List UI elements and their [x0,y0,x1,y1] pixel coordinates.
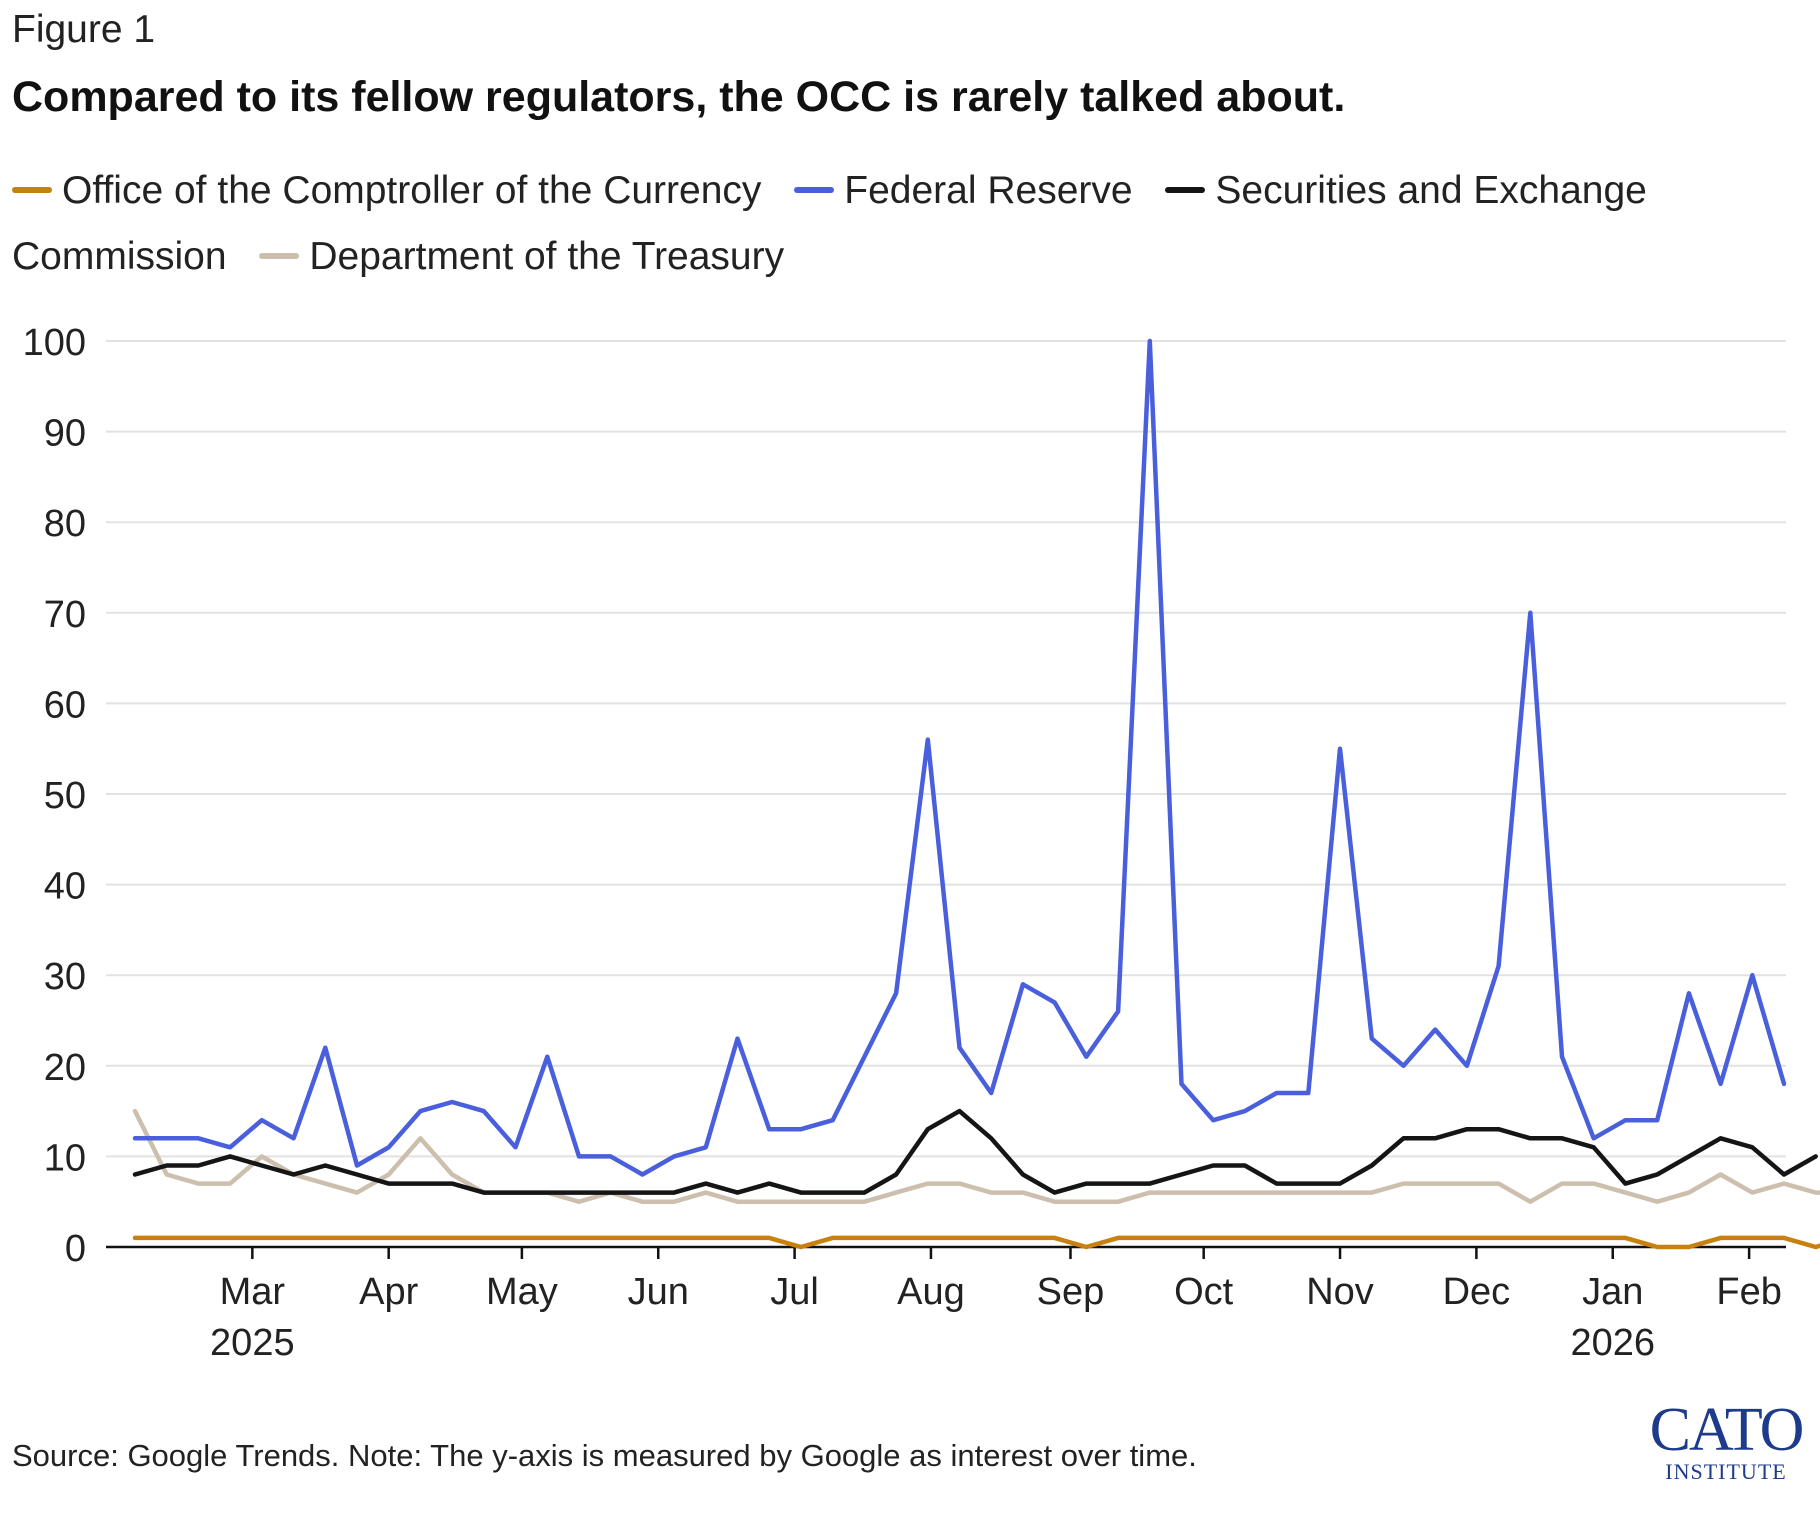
x-tick-label-oct: Oct [1174,1271,1234,1313]
x-tick-label-sep: Sep [1037,1271,1105,1313]
y-tick-label-20: 20 [44,1047,86,1089]
chart-legend: Office of the Comptroller of the Currenc… [12,158,1772,290]
x-tick-label-jan: Jan [1582,1271,1643,1313]
x-tick-label-jun: Jun [628,1271,689,1313]
logo-main-text: CATO [1649,1396,1805,1464]
series-line-sec [132,1108,1818,1195]
legend-label-sec: Securities and Exchange Commission [12,169,1647,278]
legend-label-occ: Office of the Comptroller of the Currenc… [62,169,762,212]
y-tick-label-30: 30 [44,956,86,998]
legend-swatch-sec [1165,186,1206,193]
legend-item-treasury: Department of the Treasury [259,235,784,278]
x-tick-label-may: May [486,1271,558,1313]
cato-institute-logo: CATO INSTITUTE [1640,1396,1812,1484]
series-line-fed [132,338,1787,1177]
x-tick-label-jul: Jul [770,1271,819,1313]
x-tick-label-apr: Apr [359,1271,418,1313]
x-tick-label-dec: Dec [1443,1271,1511,1313]
x-year-label-2026: 2026 [1570,1322,1655,1364]
series-line-occ [132,1235,1820,1250]
series-line-treasury [132,1108,1820,1204]
legend-item-sec: Securities and Exchange Commission [12,169,1647,278]
y-tick-label-40: 40 [44,866,86,908]
y-tick-label-0: 0 [65,1228,86,1270]
y-tick-label-10: 10 [44,1137,86,1179]
x-tick-label-feb: Feb [1716,1271,1781,1313]
x-year-label-2025: 2025 [210,1322,295,1364]
y-tick-label-100: 100 [23,322,86,364]
legend-swatch-fed [794,186,835,193]
x-tick-label-nov: Nov [1306,1271,1374,1313]
y-tick-label-90: 90 [44,413,86,455]
x-tick-label-aug: Aug [897,1271,965,1313]
y-tick-label-80: 80 [44,503,86,545]
legend-swatch-treasury [259,252,300,259]
y-tick-label-70: 70 [44,594,86,636]
legend-label-treasury: Department of the Treasury [309,235,785,278]
legend-item-occ: Office of the Comptroller of the Currenc… [12,169,772,212]
chart-title: Compared to its fellow regulators, the O… [12,73,1346,121]
legend-swatch-occ [12,186,52,193]
x-tick-label-mar: Mar [220,1271,286,1313]
y-tick-label-60: 60 [44,684,86,726]
source-note: Source: Google Trends. Note: The y-axis … [12,1438,1197,1473]
legend-label-fed: Federal Reserve [844,169,1133,212]
logo-sub-text: INSTITUTE [1665,1459,1787,1484]
y-tick-label-50: 50 [44,775,86,817]
legend-item-fed: Federal Reserve [794,169,1143,212]
figure-label: Figure 1 [12,8,156,51]
